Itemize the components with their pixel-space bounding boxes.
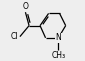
Text: O: O xyxy=(22,2,28,11)
Text: CH₃: CH₃ xyxy=(51,51,65,60)
Text: N: N xyxy=(56,33,61,42)
Text: Cl: Cl xyxy=(11,32,18,41)
